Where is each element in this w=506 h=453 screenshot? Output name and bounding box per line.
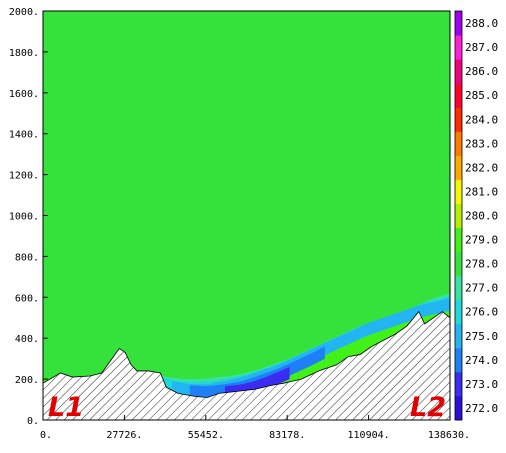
contour-band-275.0 bbox=[172, 298, 450, 397]
colorbar-swatch bbox=[455, 251, 462, 277]
x-tick-label: 0. bbox=[40, 430, 52, 441]
colorbar-swatch bbox=[455, 395, 462, 421]
colorbar-label: 285.0 bbox=[465, 89, 498, 102]
y-axis: 0. 200. 400. 600. 800. 1000. 1200. 1400. 1600. 18… bbox=[9, 7, 48, 427]
colorbar-label: 278.0 bbox=[465, 258, 498, 271]
y-tick-label: 400. bbox=[15, 334, 39, 345]
colorbar-label: 274.0 bbox=[465, 354, 498, 367]
colorbar-label: 281.0 bbox=[465, 185, 498, 198]
colorbar-swatch bbox=[455, 11, 462, 36]
colorbar-label: 283.0 bbox=[465, 137, 498, 150]
terrain-profile bbox=[42, 310, 451, 421]
colorbar-label: 277.0 bbox=[465, 282, 498, 295]
y-tick-label: 1400. bbox=[9, 130, 39, 141]
x-axis: 0. 27726. 55452. 83178. 110904. 138630. bbox=[40, 415, 470, 441]
contour-band-274.0 bbox=[189, 346, 325, 399]
y-tick-label: 0. bbox=[27, 416, 39, 427]
terrain-hatch bbox=[42, 310, 451, 421]
x-tick-label: 27726. bbox=[106, 430, 142, 441]
colorbar-swatch bbox=[455, 83, 462, 108]
colorbar-swatch bbox=[455, 299, 462, 325]
colorbar-swatch bbox=[455, 59, 462, 84]
y-tick-label: 1000. bbox=[9, 212, 39, 223]
y-tick-label: 200. bbox=[15, 375, 39, 386]
x-tick-label: 138630. bbox=[428, 430, 470, 441]
colorbar-label: 280.0 bbox=[465, 210, 498, 223]
annotation-l1: L1 bbox=[48, 392, 84, 423]
colorbar-label: 282.0 bbox=[465, 161, 498, 174]
y-tick-label: 1600. bbox=[9, 89, 39, 100]
colorbar-label: 279.0 bbox=[465, 234, 498, 247]
y-tick-label: 800. bbox=[15, 252, 39, 263]
annotation-l2: L2 bbox=[410, 392, 446, 423]
colorbar-label: 273.0 bbox=[465, 378, 498, 391]
colorbar-swatch bbox=[455, 35, 462, 60]
x-tick-label: 55452. bbox=[188, 430, 224, 441]
colorbar-swatch bbox=[455, 179, 462, 204]
colorbar-label: 276.0 bbox=[465, 306, 498, 319]
colorbar-swatch bbox=[455, 107, 462, 132]
colorbar-label: 288.0 bbox=[465, 17, 498, 30]
y-tick-label: 2000. bbox=[9, 7, 39, 18]
colorbar-border bbox=[454, 10, 463, 421]
colorbar: 272.0 273.0 274.0 275.0 276.0 277.0 278.0 279.0… bbox=[454, 10, 498, 421]
colorbar-label: 287.0 bbox=[465, 41, 498, 54]
colorbar-label: 286.0 bbox=[465, 65, 498, 78]
colorbar-swatch bbox=[455, 227, 462, 253]
x-tick-label: 110904. bbox=[348, 430, 390, 441]
colorbar-swatch bbox=[455, 275, 462, 301]
colorbar-swatch bbox=[455, 155, 462, 180]
colorbar-label: 284.0 bbox=[465, 113, 498, 126]
colorbar-swatch bbox=[455, 131, 462, 156]
colorbar-swatch bbox=[455, 203, 462, 229]
colorbar-label: 272.0 bbox=[465, 402, 498, 415]
y-tick-label: 1200. bbox=[9, 171, 39, 182]
colorbar-swatch bbox=[455, 323, 462, 349]
x-tick-label: 83178. bbox=[269, 430, 305, 441]
colorbar-label: 275.0 bbox=[465, 330, 498, 343]
y-tick-label: 1800. bbox=[9, 48, 39, 59]
y-tick-label: 600. bbox=[15, 293, 39, 304]
colorbar-swatch bbox=[455, 371, 462, 397]
contour-band-278.0 bbox=[43, 11, 450, 390]
colorbar-swatch bbox=[455, 347, 462, 373]
